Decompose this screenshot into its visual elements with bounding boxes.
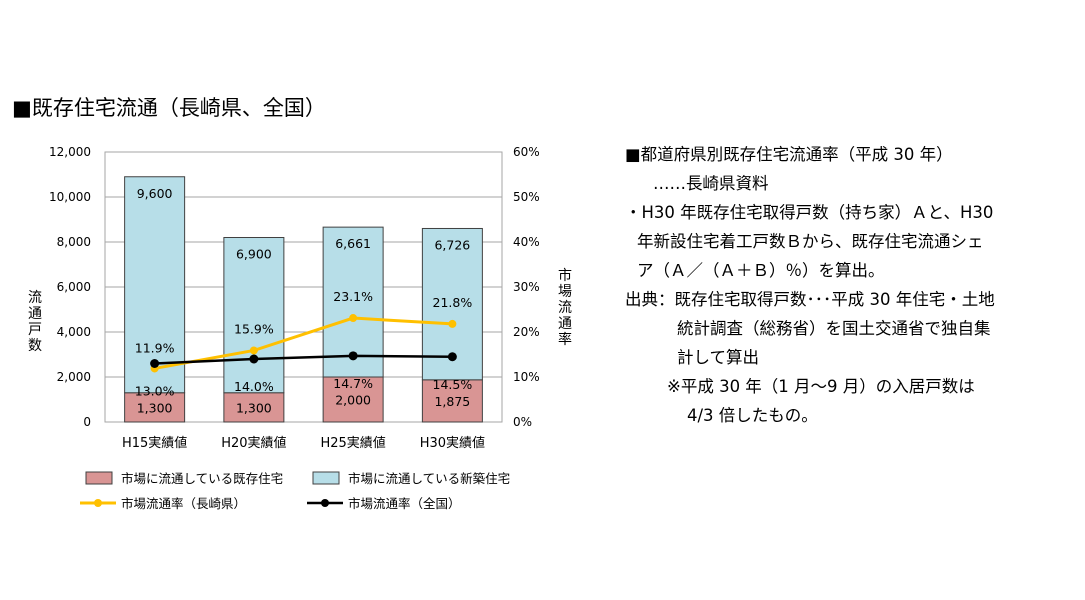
- x-tick-label: H15実績値: [122, 435, 187, 451]
- point-national: [150, 359, 160, 368]
- bar-data-label: 9,600: [137, 186, 173, 201]
- legend-marker: [321, 499, 329, 507]
- notes-source-line: 統計調査（総務省）を国土交通省で独自集: [677, 319, 991, 338]
- legend-label: 市場流通率（長崎県）: [121, 496, 246, 511]
- point-national: [447, 352, 457, 362]
- line-data-label: 14.5%: [433, 377, 473, 392]
- line-data-label: 14.0%: [234, 379, 274, 394]
- bar-data-label: 1,300: [137, 400, 173, 415]
- y-tick-label: 6,000: [57, 280, 91, 294]
- y2-tick-label: 50%: [513, 190, 540, 204]
- bar-data-label: 2,000: [335, 393, 371, 408]
- bar-data-label: 1,875: [434, 394, 470, 409]
- notes-bullet-line: 年新設住宅着工戸数Ｂから、既存住宅流通シェ: [637, 232, 984, 251]
- x-tick-label: H25実績値: [320, 435, 385, 451]
- point-nagasaki: [249, 346, 258, 355]
- y-tick-label: 0: [83, 415, 91, 429]
- legend-swatch: [85, 471, 113, 485]
- line-nagasaki: [154, 316, 453, 370]
- bar-new: [421, 227, 483, 381]
- notes-bullet-line: ・H30 年既存住宅取得戸数（持ち家）Ａと、H30: [625, 203, 994, 222]
- point-nagasaki: [349, 314, 358, 323]
- bar-new: [223, 237, 285, 394]
- y2-tick-label: 10%: [513, 370, 540, 384]
- bar-existing: [421, 379, 483, 423]
- point-national: [249, 354, 259, 364]
- legend-label: 市場に流通している既存住宅: [121, 471, 283, 486]
- bar-data-label: 6,661: [335, 236, 371, 251]
- y2-tick-label: 20%: [513, 325, 540, 339]
- y2-tick-label: 0%: [513, 415, 532, 429]
- y-tick-label: 10,000: [49, 190, 91, 204]
- notes-source-line: 4/3 倍したもの。: [687, 406, 818, 425]
- notes-panel: ■都道府県別既存住宅流通率（平成 30 年） ……長崎県資料 ・H30 年既存住…: [625, 140, 1080, 430]
- chart: 0 2,000 4,000 6,000 8,000 10,000 12,000 0% 10% 20…: [0, 130, 620, 530]
- line-data-label: 14.7%: [333, 376, 373, 391]
- notes-source: ……長崎県資料: [653, 174, 769, 193]
- y-axis-label: 流通戸数: [28, 290, 42, 354]
- line-data-label: 23.1%: [333, 289, 373, 304]
- y2-axis-label: 市場流通率: [558, 268, 572, 348]
- notes-source-line: 出典：既存住宅取得戸数･･･平成 30 年住宅・土地: [625, 290, 995, 309]
- bar-new: [124, 176, 186, 394]
- notes-heading: ■都道府県別既存住宅流通率（平成 30 年）: [625, 145, 953, 164]
- notes-source-line: ※平成 30 年（1 月～9 月）の入居戸数は: [667, 377, 975, 396]
- legend-label: 市場に流通している新築住宅: [348, 471, 510, 486]
- notes-source-line: 計して算出: [677, 348, 760, 367]
- x-tick-label: H30実績値: [420, 435, 485, 451]
- bar-data-label: 6,900: [236, 247, 272, 262]
- legend-marker: [94, 499, 102, 507]
- y-tick-label: 4,000: [57, 325, 91, 339]
- y2-tick-label: 60%: [513, 145, 540, 159]
- line-data-label: 11.9%: [135, 340, 175, 355]
- y-tick-label: 2,000: [57, 370, 91, 384]
- point-nagasaki: [448, 319, 457, 328]
- page-title: ■既存住宅流通（長崎県、全国）: [12, 96, 326, 120]
- legend-swatch: [312, 471, 340, 485]
- line-data-label: 21.8%: [433, 295, 473, 310]
- y2-tick-label: 30%: [513, 280, 540, 294]
- notes-bullet-line: ア（Ａ／（Ａ＋Ｂ）％）を算出。: [637, 261, 885, 280]
- chart-svg: 0 2,000 4,000 6,000 8,000 10,000 12,000 0% 10% 20…: [49, 145, 540, 511]
- y-tick-label: 8,000: [57, 235, 91, 249]
- line-national: [154, 354, 453, 365]
- bar-existing: [322, 376, 384, 423]
- legend-label: 市場流通率（全国）: [348, 496, 461, 511]
- point-national: [348, 351, 358, 361]
- x-tick-label: H20実績値: [221, 435, 286, 451]
- bar-data-label: 1,300: [236, 400, 272, 415]
- y-tick-label: 12,000: [49, 145, 91, 159]
- bar-data-label: 6,726: [434, 237, 470, 252]
- bar-existing: [223, 392, 285, 423]
- y2-tick-label: 40%: [513, 235, 540, 249]
- line-data-label: 13.0%: [135, 384, 175, 399]
- line-data-label: 15.9%: [234, 321, 274, 336]
